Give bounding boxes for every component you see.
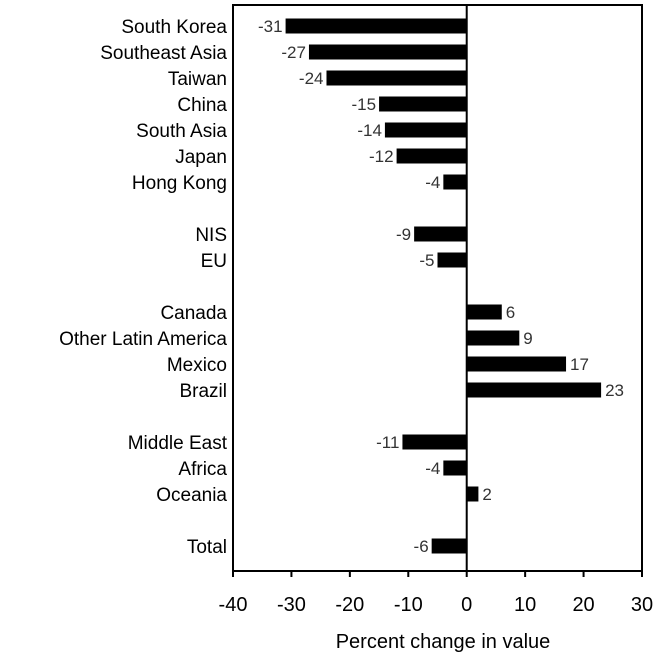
category-label: Canada — [160, 303, 227, 324]
category-labels: South Korea Southeast Asia Taiwan China Sout… — [59, 17, 228, 558]
category-label: Africa — [178, 459, 227, 480]
data-label: 6 — [506, 303, 515, 322]
data-label: -5 — [419, 251, 434, 270]
category-label: Japan — [175, 147, 227, 168]
data-label: 23 — [605, 381, 624, 400]
x-tick-label: 0 — [461, 594, 472, 616]
category-label: Oceania — [156, 485, 227, 506]
data-label: -4 — [425, 459, 440, 478]
x-tick-label: 10 — [514, 594, 536, 616]
data-label: 2 — [482, 485, 491, 504]
bar — [466, 330, 520, 346]
data-label: -12 — [369, 147, 394, 166]
bar — [466, 356, 567, 372]
bar — [285, 18, 467, 34]
x-tick-label: -40 — [219, 594, 248, 616]
bar — [443, 460, 467, 476]
category-label: EU — [201, 251, 227, 272]
data-label: -27 — [281, 43, 306, 62]
category-label: Total — [187, 537, 227, 558]
category-label: Other Latin America — [59, 329, 227, 350]
category-label: China — [177, 95, 227, 116]
bar — [396, 148, 467, 164]
bar — [437, 252, 467, 268]
x-tick-label: -20 — [335, 594, 364, 616]
category-label: Mexico — [167, 355, 227, 376]
bar — [466, 304, 502, 320]
category-label: Southeast Asia — [100, 43, 227, 64]
x-tick-label: 30 — [631, 594, 653, 616]
data-label: -24 — [299, 69, 324, 88]
data-label: 17 — [570, 355, 589, 374]
bar — [326, 70, 467, 86]
x-axis-label: Percent change in value — [336, 631, 551, 653]
bar — [402, 434, 467, 450]
bars — [285, 18, 602, 554]
value-labels: -31 -27 -24 -15 -14 -12 -4 -9 -5 69 17 23 -11 -4 2 -6 — [258, 17, 624, 556]
category-label: Hong Kong — [132, 173, 227, 194]
x-tick-label: 20 — [572, 594, 594, 616]
bar — [414, 226, 467, 242]
plot-frame — [232, 4, 643, 572]
data-label: -15 — [351, 95, 376, 114]
x-tick-label: -10 — [394, 594, 423, 616]
bar — [466, 486, 479, 502]
category-label: Brazil — [179, 381, 227, 402]
data-label: -11 — [376, 433, 399, 452]
bar — [443, 174, 467, 190]
data-label: -6 — [414, 537, 429, 556]
bar — [466, 382, 602, 398]
bar — [379, 96, 467, 112]
bar — [431, 538, 467, 554]
data-label: -9 — [396, 225, 411, 244]
bar — [308, 44, 467, 60]
plot-border — [232, 4, 643, 572]
category-label: NIS — [195, 225, 227, 246]
category-label: South Korea — [121, 17, 227, 38]
category-label: Taiwan — [168, 69, 227, 90]
data-label: -4 — [425, 173, 440, 192]
bar — [384, 122, 467, 138]
data-label: -14 — [357, 121, 382, 140]
x-tick-label: -30 — [277, 594, 306, 616]
data-label: -31 — [258, 17, 283, 36]
x-axis-ticks: -40 -30 -20 -10 0 10 20 30 — [219, 571, 653, 616]
category-label: Middle East — [128, 433, 228, 454]
data-label: 9 — [523, 329, 532, 348]
category-label: South Asia — [136, 121, 227, 142]
